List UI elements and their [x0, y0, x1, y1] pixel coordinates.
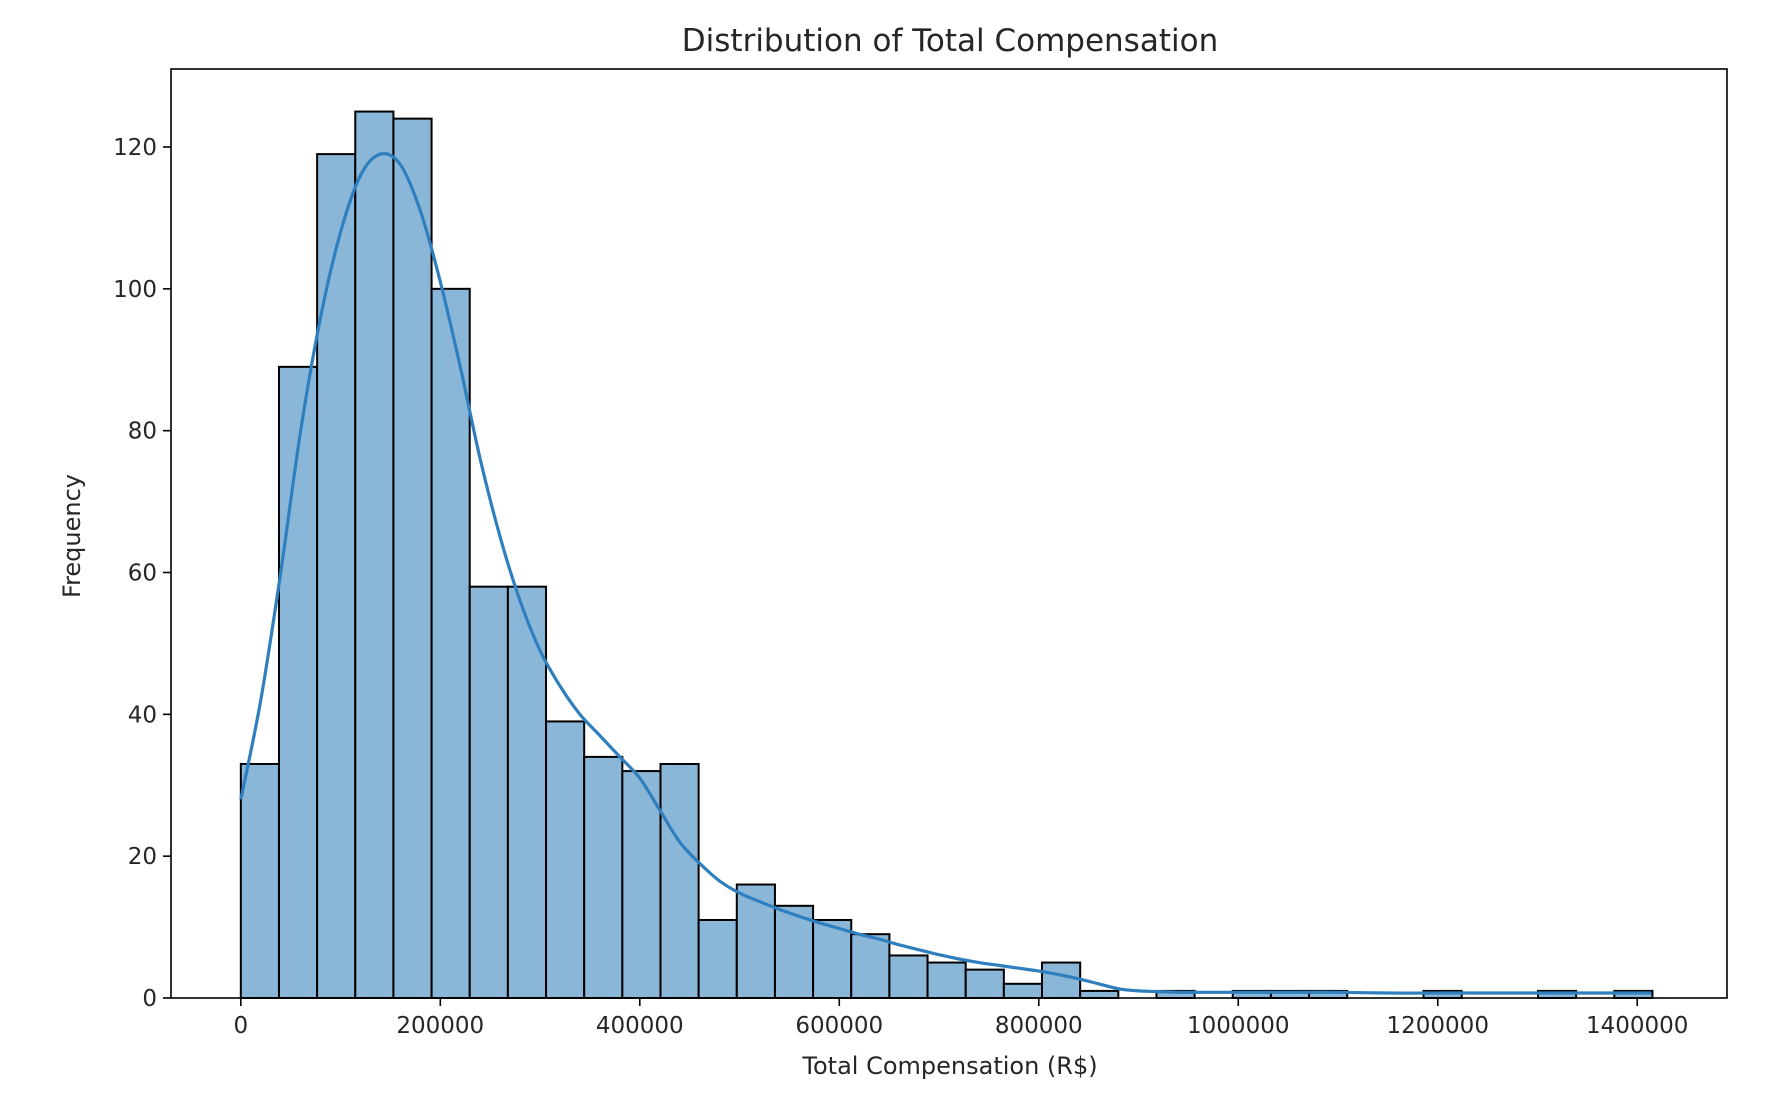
histogram-bar: [392, 117, 433, 999]
histogram-bar: [354, 110, 395, 999]
histogram-bar: [239, 762, 280, 1000]
histogram-bar: [545, 720, 586, 999]
histogram-bar: [1079, 989, 1120, 999]
histogram-bar: [964, 968, 1005, 1000]
chart-title: Distribution of Total Compensation: [682, 23, 1218, 59]
histogram-bar: [735, 883, 776, 1000]
x-tick-label: 400000: [596, 1013, 684, 1039]
x-tick-label: 1400000: [1586, 1013, 1688, 1039]
histogram-bars: [239, 110, 1654, 1000]
histogram-bar: [277, 365, 319, 999]
y-axis-ticks: 0 20 40 60 80 100 120: [113, 135, 171, 1012]
y-tick-label: 60: [128, 561, 157, 587]
y-tick-label: 120: [113, 135, 157, 161]
y-tick-label: 80: [128, 419, 157, 445]
histogram-bar: [773, 904, 815, 999]
x-axis-title: Total Compensation (R$): [801, 1052, 1097, 1080]
plot-frame: [170, 68, 1728, 999]
histogram-bar: [1002, 982, 1044, 999]
y-tick-label: 40: [128, 702, 157, 728]
x-tick-label: 1200000: [1387, 1013, 1489, 1039]
histogram-bar: [850, 933, 891, 1000]
y-tick-label: 20: [128, 844, 157, 870]
y-tick-label: 100: [113, 277, 157, 303]
x-tick-label: 200000: [396, 1013, 484, 1039]
histogram-bar: [621, 770, 662, 1000]
histogram-bar: [888, 954, 929, 999]
histogram-bar: [468, 585, 509, 999]
kde-curve: [239, 152, 1652, 995]
histogram-bar: [926, 961, 967, 1000]
histogram-bar: [583, 755, 624, 999]
histogram-bar: [1041, 961, 1082, 1000]
histogram-bar: [812, 918, 853, 1000]
x-tick-label: 600000: [795, 1013, 883, 1039]
x-tick-label: 800000: [995, 1013, 1083, 1039]
histogram-bar: [506, 585, 548, 999]
histogram-bar: [316, 153, 357, 999]
x-tick-label: 0: [234, 1013, 249, 1039]
y-tick-label: 0: [142, 986, 157, 1012]
y-axis-title: Frequency: [58, 474, 86, 598]
x-axis-ticks: 0 200000 400000 600000 800000 1000000 1200000 1…: [234, 998, 1688, 1039]
histogram-bar: [697, 918, 738, 1000]
histogram-bar: [659, 762, 700, 1000]
x-tick-label: 1000000: [1187, 1013, 1289, 1039]
histogram-bar: [430, 287, 471, 999]
